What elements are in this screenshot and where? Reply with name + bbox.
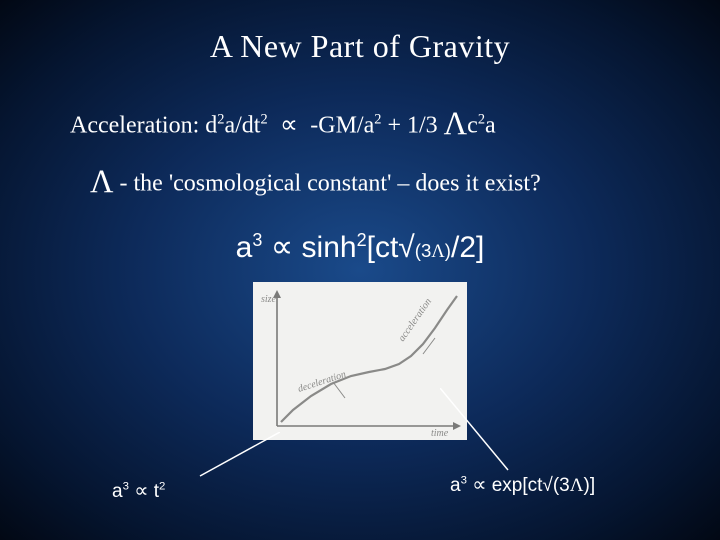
expansion-chart: timesizedecelerationacceleration	[253, 282, 467, 440]
limit-early-time: a3 ∝ t2	[112, 478, 165, 503]
acceleration-equation: Acceleration: d2a/dt2 ∝ -GM/a2 + 1/3 Λc2…	[70, 106, 496, 143]
leader-line-right	[440, 388, 530, 474]
accel-label: Acceleration:	[70, 112, 199, 138]
svg-text:size: size	[261, 294, 277, 305]
chart-svg: timesizedecelerationacceleration	[253, 282, 467, 440]
limit-late-time: a3 ∝ exp[ct√(3Λ)]	[450, 472, 595, 497]
lambda-text: - the 'cosmological constant' – does it …	[114, 170, 541, 196]
lambda-definition: Λ - the 'cosmological constant' – does i…	[90, 164, 541, 201]
slide-title: A New Part of Gravity	[0, 28, 720, 65]
leader-line-left	[198, 432, 280, 478]
scale-factor-solution: a3 ∝ sinh2[ct√(3Λ)/2]	[0, 228, 720, 265]
